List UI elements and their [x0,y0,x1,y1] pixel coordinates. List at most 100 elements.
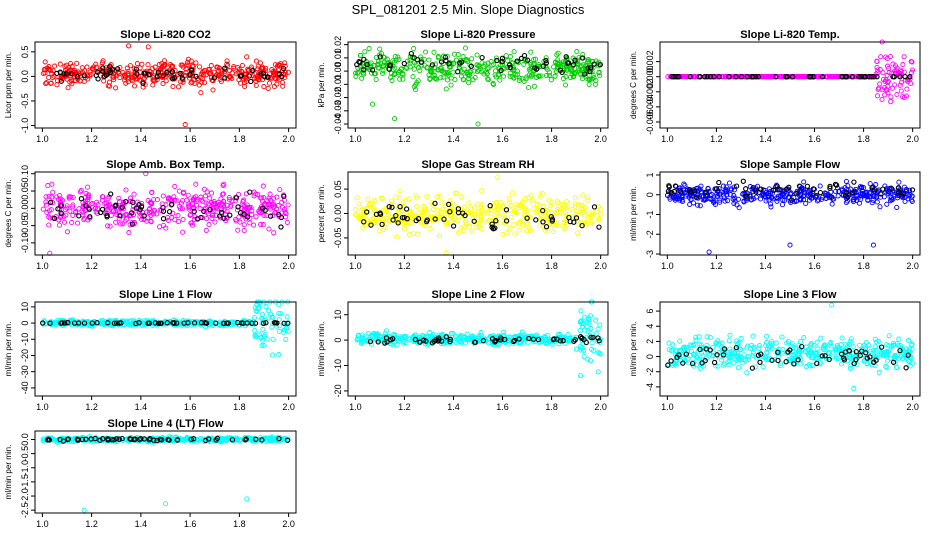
highlight-point [577,334,584,340]
data-point [887,53,894,60]
data-point [450,331,456,337]
data-point [682,182,688,188]
highlight-point [65,319,71,326]
highlight-point [94,320,100,326]
highlight-point [74,73,80,80]
x-tick-label: 1.8 [233,402,246,412]
data-point [884,352,890,358]
y-tick-label: -1.0 [20,118,30,134]
data-point [69,81,75,87]
data-point [497,77,503,83]
highlight-point [206,436,212,442]
data-point [466,223,473,229]
highlight-point [783,74,789,80]
data-point [864,360,870,366]
data-point [359,75,365,81]
highlight-point [81,72,87,79]
outlier-point [870,242,876,248]
data-point [467,335,474,341]
data-point [549,341,555,347]
y-tick-label: -0.05 [333,228,343,249]
x-tick-label: 1.0 [349,134,362,144]
data-point [253,82,259,89]
highlight-point [672,74,678,80]
x-tick-label: 1.0 [349,402,362,412]
data-point [220,201,226,208]
data-point [365,196,371,202]
highlight-point [111,320,118,326]
data-point [739,360,745,366]
data-point [446,64,452,70]
x-tick-label: 1.2 [710,134,723,144]
data-point [519,329,525,335]
data-point [511,222,517,228]
x-tick-label: 2.0 [594,261,607,271]
data-point [725,359,731,365]
data-point [124,216,130,222]
data-point [49,181,55,187]
highlight-point [45,436,52,442]
data-point [438,213,444,219]
y-tick-label: -0.10 [20,233,30,254]
data-point [491,61,497,67]
x-tick-label: 1.8 [857,134,870,144]
y-tick-label: 0.10 [20,165,30,183]
data-point [443,86,449,92]
data-point [69,219,75,226]
data-point [276,310,282,317]
data-point [65,85,71,91]
data-point [687,192,693,198]
data-point [597,73,603,79]
data-point [898,68,904,74]
data-point [826,349,833,355]
data-point [857,342,863,348]
data-point [883,77,889,83]
data-point [847,355,854,362]
data-point [380,67,386,74]
data-point [362,49,368,55]
panel-title: Slope Li-820 Temp. [740,29,839,41]
panel-title: Slope Amb. Box Temp. [106,159,225,171]
highlight-point [829,194,835,200]
data-point [905,338,912,344]
highlight-point [361,219,367,225]
data-point [70,194,76,200]
data-point [691,363,697,369]
highlight-point [249,320,255,326]
data-point [463,58,469,64]
data-point [697,203,703,209]
data-point [199,79,205,86]
x-tick-label: 1.2 [398,261,411,271]
highlight-point [814,360,820,367]
data-point [585,315,591,321]
highlight-point [364,209,370,215]
highlight-point [897,74,903,80]
highlight-point [171,75,177,81]
highlight-point [582,71,588,77]
highlight-point [549,216,556,222]
highlight-point [720,352,727,358]
highlight-point [193,73,199,80]
data-point [100,58,106,64]
data-point [401,226,408,232]
data-point [260,208,266,214]
highlight-point [878,191,884,197]
highlight-point [367,338,374,345]
data-point [67,194,74,200]
data-point [775,196,781,202]
data-point [237,219,243,225]
data-point [461,204,467,210]
data-point [234,207,241,213]
data-point [444,77,451,83]
data-point [248,204,254,211]
highlight-point [775,357,781,364]
highlight-point [851,179,857,185]
data-point [425,209,431,215]
data-point [460,53,466,60]
data-point [734,353,740,359]
data-point [587,358,594,364]
y-tick-label: -0.006 [645,109,655,135]
data-point [591,75,597,81]
data-point [427,76,433,82]
data-point [379,195,385,201]
